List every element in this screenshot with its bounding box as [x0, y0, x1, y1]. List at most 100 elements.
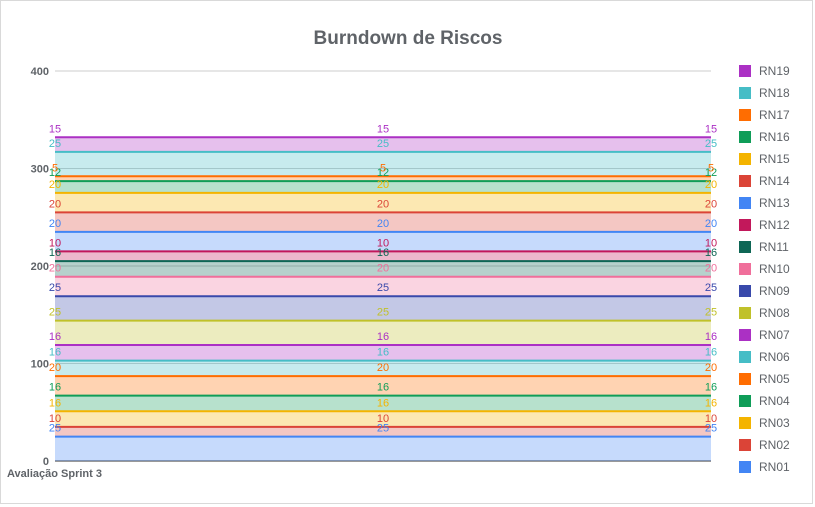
- data-label-rn07: 16: [377, 331, 389, 343]
- legend-swatch: [739, 351, 751, 363]
- data-label-rn10: 20: [377, 263, 389, 275]
- legend-item-rn16: RN16: [739, 130, 790, 144]
- area-rn09: [55, 296, 711, 321]
- legend-swatch: [739, 197, 751, 209]
- axis-layer: 0 100 200 300 400 Avaliação Sprint 3: [7, 66, 102, 480]
- data-label-rn06: 16: [377, 347, 389, 359]
- legend-swatch: [739, 417, 751, 429]
- data-label-rn02: 10: [705, 413, 717, 425]
- data-label-rn17: 5: [52, 162, 58, 174]
- legend-item-rn02: RN02: [739, 438, 790, 452]
- legend-swatch: [739, 175, 751, 187]
- legend-swatch: [739, 329, 751, 341]
- legend-swatch: [739, 263, 751, 275]
- data-label-rn03: 16: [49, 397, 61, 409]
- legend-item-rn13: RN13: [739, 196, 790, 210]
- legend-swatch: [739, 153, 751, 165]
- legend-item-rn04: RN04: [739, 394, 790, 408]
- data-label-rn05: 20: [705, 362, 717, 374]
- legend-label: RN11: [759, 240, 789, 254]
- area-rn19: [55, 137, 711, 152]
- data-label-rn07: 16: [49, 331, 61, 343]
- legend-item-rn09: RN09: [739, 284, 790, 298]
- legend-label: RN02: [759, 438, 790, 452]
- data-label-rn08: 25: [377, 307, 389, 319]
- data-label-rn05: 20: [377, 362, 389, 374]
- legend-item-rn01: RN01: [739, 460, 790, 474]
- data-label-rn06: 16: [49, 347, 61, 359]
- area-rn14: [55, 212, 711, 232]
- legend-label: RN12: [759, 218, 790, 232]
- data-label-rn19: 15: [705, 123, 717, 135]
- legend-label: RN19: [759, 64, 790, 78]
- legend-swatch: [739, 373, 751, 385]
- data-label-rn03: 16: [377, 397, 389, 409]
- area-rn06: [55, 360, 711, 377]
- legend-swatch: [739, 65, 751, 77]
- area-rn05: [55, 376, 711, 396]
- legend-label: RN14: [759, 174, 790, 188]
- legend-swatch: [739, 219, 751, 231]
- legend-swatch: [739, 87, 751, 99]
- legend-label: RN04: [759, 394, 790, 408]
- data-label-rn04: 16: [49, 382, 61, 394]
- data-label-rn18: 25: [705, 138, 717, 150]
- legend-swatch: [739, 307, 751, 319]
- legend-label: RN05: [759, 372, 790, 386]
- area-rn01: [55, 436, 711, 461]
- legend-label: RN15: [759, 152, 790, 166]
- data-label-rn15: 20: [377, 179, 389, 191]
- data-label-rn18: 25: [377, 138, 389, 150]
- data-label-rn15: 20: [705, 179, 717, 191]
- legend-label: RN16: [759, 130, 790, 144]
- area-rn13: [55, 231, 711, 252]
- data-label-rn15: 20: [49, 179, 61, 191]
- data-label-rn14: 20: [377, 198, 389, 210]
- data-label-rn02: 10: [377, 413, 389, 425]
- data-label-rn08: 25: [49, 307, 61, 319]
- data-label-rn09: 25: [377, 282, 389, 294]
- data-label-rn06: 16: [705, 347, 717, 359]
- data-label-rn12: 10: [49, 237, 61, 249]
- data-label-rn18: 25: [49, 138, 61, 150]
- legend-item-rn19: RN19: [739, 64, 790, 78]
- area-rn17: [55, 176, 711, 182]
- legend-item-rn06: RN06: [739, 350, 790, 364]
- legend-label: RN08: [759, 306, 790, 320]
- data-label-rn11: 16: [49, 247, 61, 259]
- legend-item-rn15: RN15: [739, 152, 790, 166]
- legend-swatch: [739, 131, 751, 143]
- data-label-rn13: 20: [377, 218, 389, 230]
- data-label-rn17: 5: [708, 162, 714, 174]
- grid-layer: [55, 70, 711, 462]
- legend-item-rn08: RN08: [739, 306, 790, 320]
- data-label-rn09: 25: [49, 282, 61, 294]
- legend-label: RN07: [759, 328, 790, 342]
- legend-item-rn11: RN11: [739, 240, 789, 254]
- data-label-rn04: 16: [705, 382, 717, 394]
- data-label-rn03: 16: [705, 397, 717, 409]
- legend-item-rn17: RN17: [739, 108, 790, 122]
- legend-swatch: [739, 241, 751, 253]
- legend-label: RN10: [759, 262, 790, 276]
- data-label-rn17: 5: [380, 162, 386, 174]
- data-label-rn16: 12: [705, 167, 717, 179]
- legend-label: RN03: [759, 416, 790, 430]
- y-tick-label: 100: [31, 359, 49, 371]
- data-label-rn13: 20: [49, 218, 61, 230]
- area-rn11: [55, 261, 711, 277]
- legend-swatch: [739, 461, 751, 473]
- legend-item-rn18: RN18: [739, 86, 790, 100]
- data-label-rn05: 20: [49, 362, 61, 374]
- legend-label: RN13: [759, 196, 790, 210]
- legend-label: RN09: [759, 284, 790, 298]
- data-label-rn16: 12: [377, 167, 389, 179]
- legend-swatch: [739, 285, 751, 297]
- legend-swatch: [739, 109, 751, 121]
- data-label-rn09: 25: [705, 282, 717, 294]
- data-label-rn04: 16: [377, 382, 389, 394]
- data-label-rn14: 20: [49, 198, 61, 210]
